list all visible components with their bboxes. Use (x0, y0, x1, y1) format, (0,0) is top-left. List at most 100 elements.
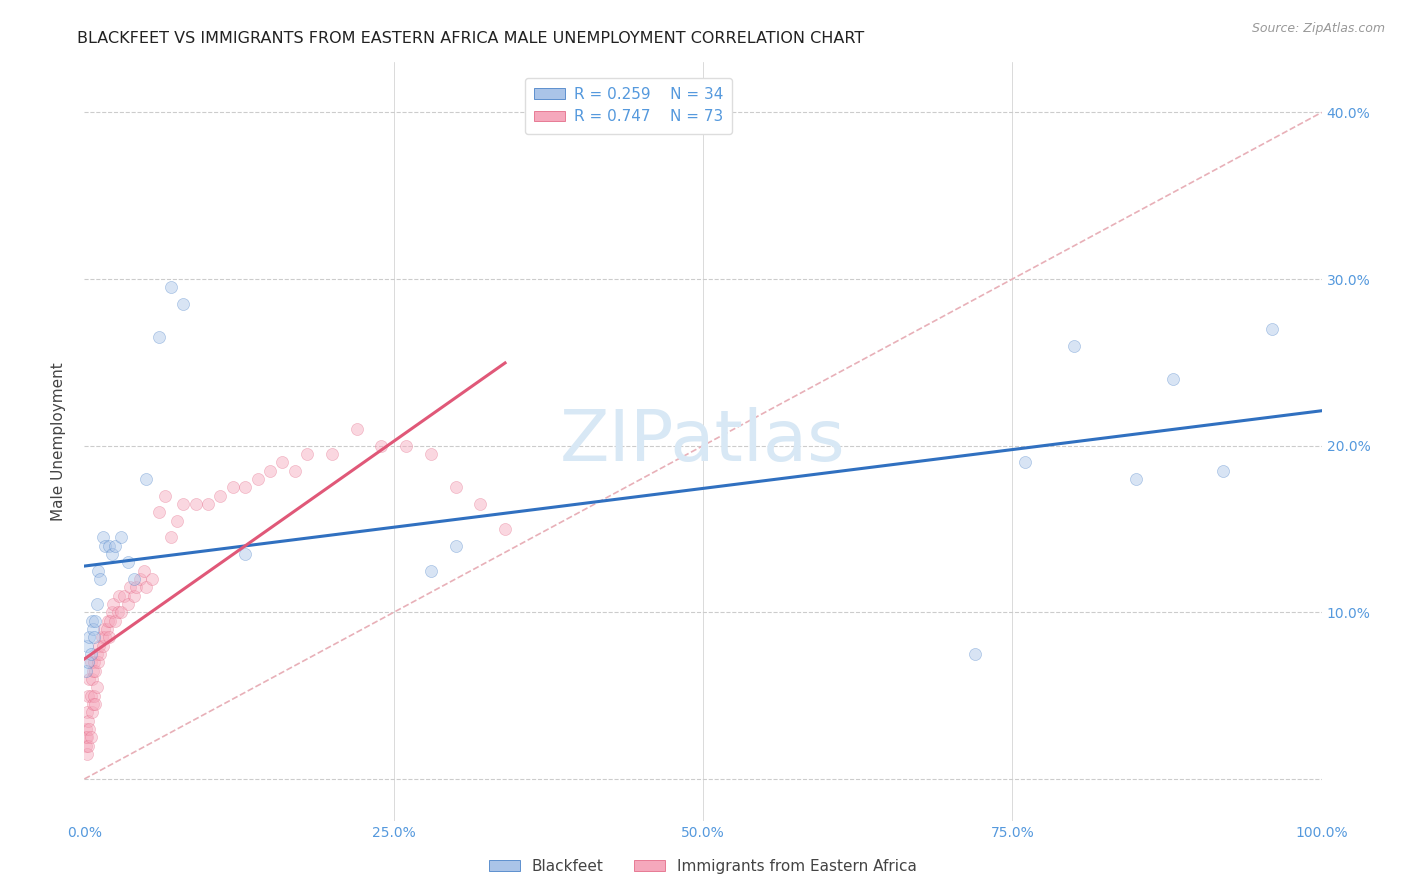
Point (444, 539, 467, 553)
Point (75, 664, 97, 678)
Point (100, 605, 122, 619)
Point (79, 731, 101, 745)
Legend: R = 0.259    N = 34, R = 0.747    N = 73: R = 0.259 N = 34, R = 0.747 N = 73 (524, 78, 733, 134)
Point (259, 464, 281, 478)
Point (125, 580, 148, 594)
Point (197, 497, 219, 511)
Point (80, 706, 103, 720)
Point (271, 455, 294, 469)
Point (82, 664, 104, 678)
Point (91, 639, 114, 653)
Point (184, 497, 207, 511)
Point (100, 547, 122, 561)
Point (98, 539, 121, 553)
Point (75, 722, 97, 736)
Point (108, 589, 131, 603)
Point (246, 472, 269, 486)
Point (370, 439, 392, 453)
Point (129, 572, 152, 586)
Point (79, 672, 101, 686)
Point (395, 439, 418, 453)
Point (86, 597, 108, 611)
Point (87, 564, 110, 578)
Point (76, 731, 98, 745)
Point (233, 547, 256, 561)
Point (75, 731, 97, 745)
Point (284, 464, 307, 478)
Point (1212, 464, 1234, 478)
Point (148, 505, 170, 519)
Point (84, 697, 107, 711)
Point (80, 672, 103, 686)
Point (76, 747, 98, 761)
Point (470, 497, 492, 511)
Point (135, 472, 157, 486)
Point (110, 605, 132, 619)
Point (321, 447, 343, 461)
Point (75, 739, 97, 753)
Point (122, 572, 145, 586)
Point (83, 656, 105, 670)
Point (1261, 322, 1284, 336)
Point (86, 647, 108, 661)
Point (141, 572, 163, 586)
Point (98, 614, 121, 628)
Point (346, 422, 368, 436)
Text: Source: ZipAtlas.com: Source: ZipAtlas.com (1251, 22, 1385, 36)
Point (1125, 472, 1147, 486)
Point (89, 647, 111, 661)
Point (83, 689, 105, 703)
Point (112, 589, 135, 603)
Text: BLACKFEET VS IMMIGRANTS FROM EASTERN AFRICA MALE UNEMPLOYMENT CORRELATION CHART: BLACKFEET VS IMMIGRANTS FROM EASTERN AFR… (77, 31, 865, 46)
Point (83, 631, 105, 645)
Point (1014, 455, 1036, 469)
Point (419, 564, 441, 578)
Point (419, 447, 441, 461)
Point (82, 697, 104, 711)
Y-axis label: Male Unemployment: Male Unemployment (51, 362, 66, 521)
Point (965, 647, 987, 661)
Point (444, 480, 467, 494)
Point (90, 631, 112, 645)
Point (166, 514, 188, 528)
Point (172, 497, 194, 511)
Text: ZIPatlas: ZIPatlas (560, 407, 846, 476)
Point (117, 555, 139, 569)
Point (76, 706, 98, 720)
Point (222, 480, 245, 494)
Point (104, 539, 127, 553)
Point (1161, 372, 1184, 386)
Point (135, 580, 157, 594)
Point (120, 580, 142, 594)
Point (117, 597, 139, 611)
Point (295, 447, 318, 461)
Point (79, 656, 101, 670)
Point (148, 330, 170, 344)
Point (160, 530, 183, 544)
Point (98, 631, 121, 645)
Point (82, 622, 104, 636)
Point (96, 622, 118, 636)
Point (89, 639, 111, 653)
Point (84, 664, 107, 678)
Point (153, 489, 176, 503)
Point (76, 639, 98, 653)
Point (87, 656, 110, 670)
Point (160, 280, 183, 294)
Point (104, 614, 127, 628)
Point (209, 489, 232, 503)
Point (77, 656, 100, 670)
Point (94, 539, 117, 553)
Point (97, 614, 120, 628)
Legend: Blackfeet, Immigrants from Eastern Africa: Blackfeet, Immigrants from Eastern Afric… (482, 853, 924, 880)
Point (84, 614, 107, 628)
Point (79, 689, 101, 703)
Point (79, 647, 101, 661)
Point (107, 605, 129, 619)
Point (77, 689, 100, 703)
Point (86, 681, 108, 695)
Point (91, 530, 114, 544)
Point (101, 597, 124, 611)
Point (233, 480, 256, 494)
Point (494, 522, 516, 536)
